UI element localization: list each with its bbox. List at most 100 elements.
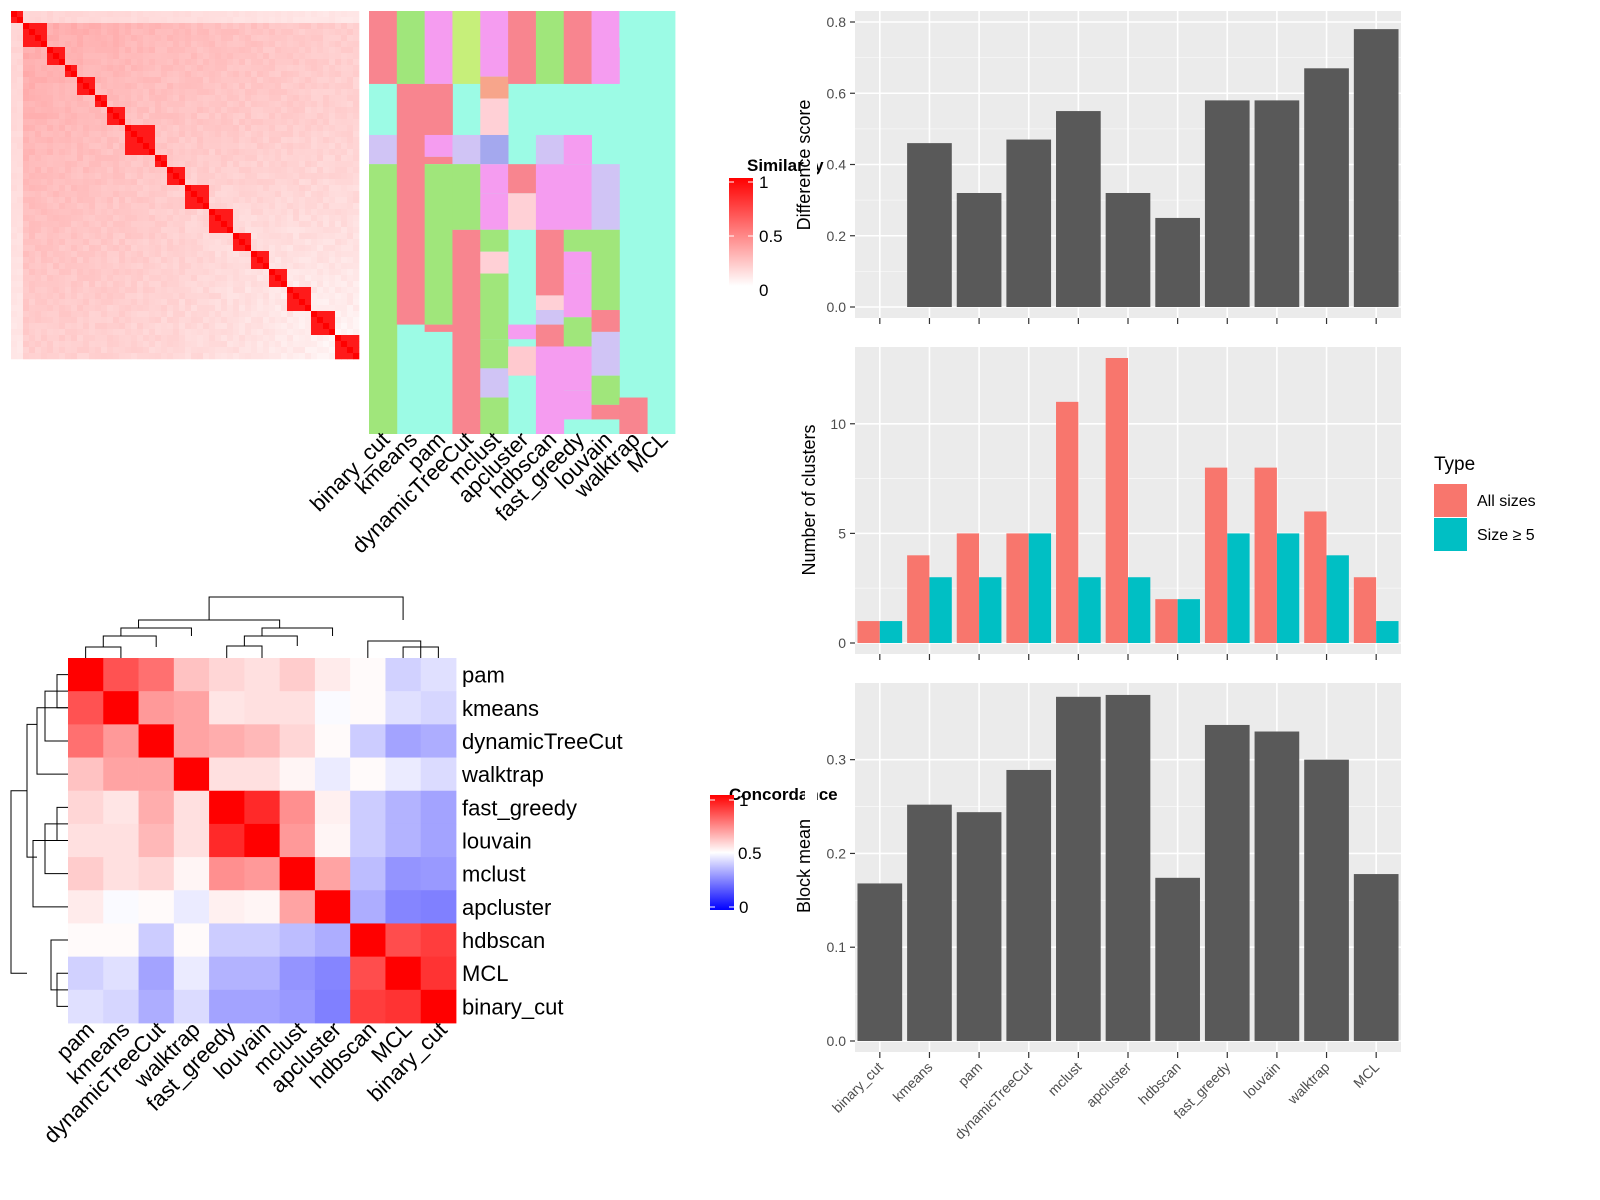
similarity-cell	[161, 35, 168, 42]
similarity-cell	[323, 113, 330, 120]
similarity-cell	[251, 215, 258, 222]
similarity-cell	[131, 305, 138, 312]
similarity-cell	[11, 89, 18, 96]
similarity-cell	[197, 53, 204, 60]
similarity-cell	[131, 65, 138, 72]
similarity-cell	[245, 329, 252, 336]
similarity-cell	[353, 125, 360, 132]
similarity-cell	[227, 329, 234, 336]
similarity-cell	[173, 293, 180, 300]
similarity-cell	[299, 77, 306, 84]
similarity-cell	[233, 233, 240, 240]
similarity-cell	[239, 83, 246, 90]
similarity-cell	[257, 59, 264, 66]
similarity-cell	[275, 65, 282, 72]
similarity-cell	[209, 77, 216, 84]
similarity-cell	[293, 317, 300, 324]
similarity-cell	[65, 209, 72, 216]
similarity-cell	[47, 173, 54, 180]
similarity-cell	[95, 179, 102, 186]
similarity-cell	[125, 341, 132, 348]
similarity-cell	[203, 155, 210, 162]
similarity-cell	[137, 185, 144, 192]
annotation-cluster-segment	[563, 346, 592, 391]
similarity-cell	[65, 353, 72, 360]
similarity-cell	[53, 143, 60, 150]
similarity-cell	[155, 119, 162, 126]
similarity-cell	[227, 311, 234, 318]
similarity-cell	[77, 173, 84, 180]
similarity-cell	[275, 17, 282, 24]
similarity-cell	[161, 179, 168, 186]
similarity-cell	[227, 35, 234, 42]
similarity-cell	[101, 167, 108, 174]
similarity-cell	[149, 335, 156, 342]
similarity-cell	[155, 227, 162, 234]
similarity-cell	[185, 11, 192, 18]
concordance-cell	[314, 724, 351, 758]
similarity-cell	[245, 197, 252, 204]
similarity-cell	[215, 251, 222, 258]
similarity-cell	[251, 317, 258, 324]
similarity-cell	[305, 125, 312, 132]
similarity-cell	[137, 329, 144, 336]
similarity-cell	[77, 353, 84, 360]
similarity-cell	[125, 167, 132, 174]
similarity-cell	[185, 47, 192, 54]
similarity-cell	[239, 185, 246, 192]
similarity-cell	[29, 323, 36, 330]
similarity-cell	[311, 71, 318, 78]
similarity-cell	[89, 293, 96, 300]
similarity-cell	[89, 191, 96, 198]
similarity-cell	[149, 209, 156, 216]
similarity-cell	[71, 269, 78, 276]
similarity-cell	[239, 137, 246, 144]
similarity-cell	[227, 269, 234, 276]
similarity-cell	[233, 215, 240, 222]
similarity-cell	[125, 281, 132, 288]
similarity-cell	[353, 89, 360, 96]
similarity-cell	[239, 311, 246, 318]
similarity-cell	[95, 47, 102, 54]
similarity-cell	[59, 185, 66, 192]
similarity-cell	[215, 275, 222, 282]
similarity-cell	[269, 149, 276, 156]
similarity-cell	[65, 113, 72, 120]
similarity-cell	[29, 65, 36, 72]
similarity-cell	[47, 257, 54, 264]
similarity-cell	[215, 41, 222, 48]
similarity-cell	[317, 29, 324, 36]
similarity-cell	[281, 143, 288, 150]
similarity-cell	[233, 317, 240, 324]
similarity-cell	[215, 113, 222, 120]
number-of-clusters-bar	[1177, 599, 1200, 643]
similarity-cell	[317, 221, 324, 228]
similarity-cell	[11, 341, 18, 348]
similarity-cell	[131, 143, 138, 150]
similarity-cell	[65, 215, 72, 222]
similarity-cell	[77, 275, 84, 282]
similarity-cell	[173, 269, 180, 276]
similarity-cell	[293, 227, 300, 234]
similarity-cell	[35, 101, 42, 108]
similarity-cell	[269, 185, 276, 192]
concordance-cell	[279, 823, 316, 858]
similarity-cell	[137, 47, 144, 54]
similarity-cell	[323, 293, 330, 300]
similarity-cell	[173, 41, 180, 48]
similarity-cell	[275, 143, 282, 150]
similarity-cell	[311, 305, 318, 312]
similarity-cell	[167, 143, 174, 150]
similarity-cell	[191, 179, 198, 186]
concordance-cell	[420, 956, 457, 991]
similarity-cell	[215, 215, 222, 222]
similarity-cell	[311, 89, 318, 96]
similarity-cell	[89, 257, 96, 264]
similarity-cell	[107, 269, 114, 276]
similarity-cell	[23, 23, 30, 30]
similarity-cell	[305, 293, 312, 300]
similarity-cell	[35, 209, 42, 216]
similarity-cell	[47, 293, 54, 300]
similarity-cell	[221, 89, 228, 96]
similarity-cell	[215, 131, 222, 138]
